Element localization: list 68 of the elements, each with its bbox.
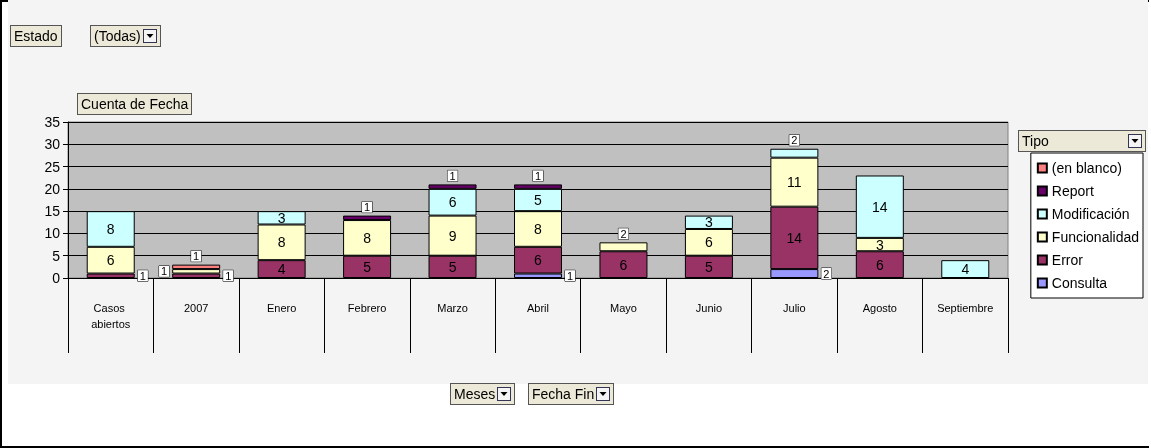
x-tick-label: 2007 xyxy=(183,302,209,314)
data-label: 8 xyxy=(363,229,372,246)
y-tick-label: 10 xyxy=(44,225,61,242)
data-label: 1 xyxy=(534,169,542,182)
x-tick-label: Mayo xyxy=(610,302,637,314)
x-tick-label: Febrero xyxy=(347,302,387,314)
text: Estado xyxy=(10,25,62,47)
data-label: 9 xyxy=(448,227,457,244)
data-label: 2 xyxy=(620,227,627,240)
legend-title: Tipo xyxy=(1018,130,1146,152)
data-label: 1 xyxy=(449,169,456,182)
data-label: 8 xyxy=(534,220,543,237)
data-label: 3 xyxy=(875,236,884,253)
data-label: 11 xyxy=(787,174,802,191)
data-label: 1 xyxy=(139,269,146,282)
data-label: 3 xyxy=(277,209,286,226)
data-label: 1 xyxy=(364,201,371,214)
data-label: 8 xyxy=(106,220,115,237)
data-label: 6 xyxy=(875,256,884,273)
x-tick-label: Casos abiertos xyxy=(91,302,131,330)
data-label: 5 xyxy=(448,258,457,275)
x-tick-label: Enero xyxy=(266,302,297,314)
text: Fecha Fin xyxy=(528,383,615,405)
data-label: 5 xyxy=(363,258,372,275)
x-tick-label: Julio xyxy=(783,302,806,314)
data-label: 3 xyxy=(705,214,714,231)
data-label: 1 xyxy=(161,265,168,278)
legend-label: Funcionalidad xyxy=(1051,229,1139,245)
y-tick-label: 15 xyxy=(44,203,61,220)
bar xyxy=(172,273,221,278)
data-label: 6 xyxy=(534,252,543,269)
data-label: 14 xyxy=(872,198,888,215)
data-label: 1 xyxy=(193,250,200,263)
legend-label: Modificación xyxy=(1051,206,1130,222)
legend-label: Error xyxy=(1051,252,1084,268)
legend-label: Report xyxy=(1051,183,1094,199)
x-tick-label: Junio xyxy=(695,302,723,314)
y-tick-label: 35 xyxy=(44,114,61,130)
text: Meses xyxy=(450,383,516,405)
data-label: 5 xyxy=(705,258,714,275)
data-label: 1 xyxy=(567,269,574,282)
bar xyxy=(941,260,990,278)
data-label: 1 xyxy=(225,269,232,282)
data-label: 2 xyxy=(823,267,830,280)
x-tick-label: Abril xyxy=(526,302,550,314)
data-label: 5 xyxy=(534,192,543,208)
data-label: 6 xyxy=(106,252,115,269)
x-tick-label: Marzo xyxy=(437,302,468,314)
data-label: 6 xyxy=(705,234,714,251)
x-tick-label: Agosto xyxy=(862,302,897,314)
data-label: 8 xyxy=(277,234,286,251)
legend-label: Consulta xyxy=(1051,275,1108,291)
y-tick-label: 20 xyxy=(44,180,61,197)
x-tick-label: Septiembre xyxy=(937,302,994,314)
y-axis-title: Cuenta de Fecha xyxy=(77,93,193,115)
bar xyxy=(172,264,221,270)
text: (Todas) xyxy=(90,25,161,47)
data-label: 6 xyxy=(619,256,628,273)
data-label: 2 xyxy=(791,134,798,147)
data-label: 4 xyxy=(961,261,970,278)
data-label: 6 xyxy=(448,194,457,211)
y-tick-label: 25 xyxy=(44,158,61,175)
y-tick-label: 5 xyxy=(52,247,61,264)
data-label: 4 xyxy=(277,261,286,278)
data-label: 14 xyxy=(786,229,803,246)
y-tick-label: 30 xyxy=(44,136,61,153)
legend-label: (en blanco) xyxy=(1051,160,1122,176)
y-tick-label: 0 xyxy=(52,270,61,286)
